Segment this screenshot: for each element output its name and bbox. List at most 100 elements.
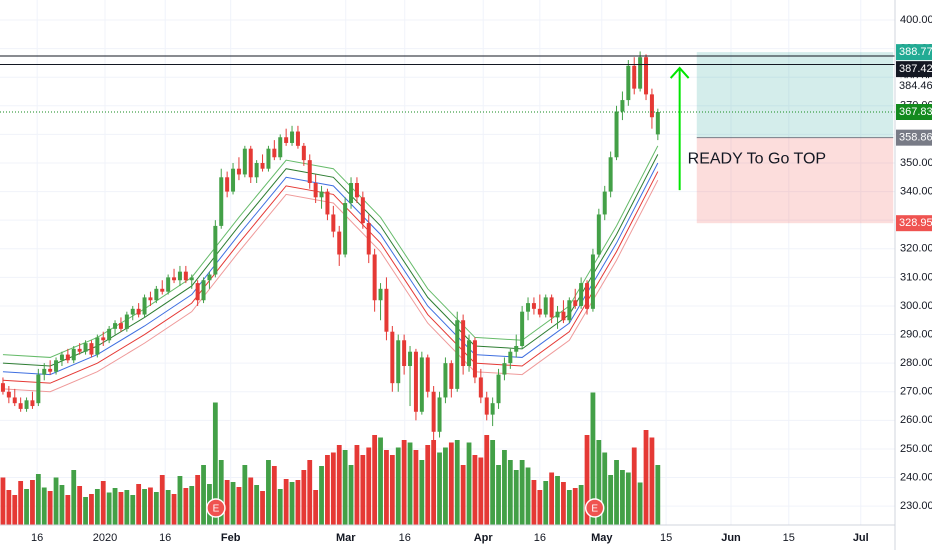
- candle-body: [437, 397, 442, 432]
- price-label-box: [896, 44, 932, 61]
- candle-body: [295, 131, 300, 146]
- candle-body: [313, 183, 318, 198]
- candle-body: [543, 297, 548, 315]
- price-label: 367.83: [899, 106, 932, 118]
- volume-bar: [484, 435, 490, 525]
- y-tick-label: 320.00: [900, 243, 932, 255]
- candle-body: [649, 94, 654, 118]
- x-tick-label: Jun: [721, 532, 741, 544]
- candle-body: [236, 168, 241, 175]
- candle-body: [596, 214, 601, 255]
- volume-bar: [124, 490, 130, 525]
- volume-bar: [348, 465, 354, 525]
- candle-body: [349, 183, 354, 204]
- volume-bar: [212, 402, 218, 525]
- volume-bar: [307, 460, 313, 525]
- volume-bar: [0, 477, 6, 525]
- candle-body: [307, 160, 312, 184]
- candle-body: [366, 223, 371, 255]
- volume-bar: [395, 447, 401, 525]
- candle-body: [254, 162, 259, 178]
- volume-bar: [35, 474, 41, 525]
- candle-body: [77, 348, 82, 352]
- price-label-box: [896, 215, 932, 232]
- candle-body: [166, 277, 171, 292]
- volume-bar: [407, 442, 413, 525]
- event-label: E: [213, 504, 220, 515]
- volume-bar: [572, 488, 578, 525]
- volume-bar: [53, 477, 59, 525]
- candle-body: [266, 148, 271, 169]
- volume-bar: [614, 460, 619, 525]
- volume-bar: [631, 447, 637, 525]
- volume-bar: [490, 440, 496, 525]
- volume-bar: [342, 450, 348, 525]
- volume-bar: [543, 481, 549, 525]
- candle-body: [154, 288, 159, 301]
- volume-bar: [100, 481, 106, 525]
- volume-bar: [183, 488, 189, 525]
- volume-bar: [118, 492, 124, 525]
- candle-body: [331, 214, 336, 232]
- candle-body: [130, 308, 135, 315]
- volume-bar: [525, 467, 531, 525]
- x-tick-label: May: [591, 532, 613, 544]
- y-tick-label: 250.00: [900, 443, 932, 455]
- candle-body: [42, 368, 47, 375]
- candle-body: [590, 254, 595, 309]
- candle-body: [455, 320, 460, 389]
- candle-body: [614, 111, 619, 158]
- candle-body: [195, 283, 200, 301]
- volume-bar: [130, 495, 136, 525]
- x-tick-label: 15: [783, 532, 795, 544]
- y-tick-label: 230.00: [900, 500, 932, 512]
- x-tick-label: 16: [31, 532, 43, 544]
- price-label: 388.77: [899, 46, 932, 58]
- volume-bar: [384, 450, 389, 525]
- candle-body: [443, 363, 448, 398]
- candle-body: [531, 303, 536, 309]
- volume-bar: [218, 460, 224, 525]
- volume-bar: [165, 490, 171, 525]
- volume-bar: [277, 489, 283, 525]
- candle-body: [172, 277, 177, 281]
- candle-body: [496, 374, 501, 404]
- candle-body: [549, 297, 554, 318]
- candle-body: [12, 397, 17, 404]
- volume-bar: [12, 495, 18, 525]
- candle-body: [124, 314, 129, 329]
- y-tick-label: 340.00: [900, 185, 932, 197]
- x-tick-label: Apr: [474, 532, 494, 544]
- candle-body: [89, 343, 94, 355]
- price-label: 387.42: [899, 63, 932, 75]
- candle-body: [449, 363, 454, 389]
- y-tick-label: 310.00: [900, 271, 932, 283]
- candle-body: [526, 303, 531, 312]
- volume-bar: [460, 465, 466, 525]
- volume-bar: [319, 466, 324, 525]
- candle-body: [490, 403, 495, 415]
- volume-bar: [578, 485, 584, 525]
- volume-bar: [189, 486, 195, 525]
- candle-body: [384, 288, 389, 332]
- candle-body: [24, 400, 29, 409]
- x-tick-label: Jul: [853, 532, 869, 544]
- volume-bar: [372, 435, 378, 525]
- candle-body: [278, 137, 283, 158]
- candle-body: [18, 403, 23, 409]
- candle-body: [655, 112, 660, 135]
- x-tick-label: 16: [399, 532, 411, 544]
- volume-bar: [378, 437, 383, 525]
- volume-bar: [448, 442, 454, 525]
- volume-bar: [77, 486, 83, 525]
- volume-bar: [242, 465, 248, 525]
- price-label: 328.95: [899, 217, 932, 229]
- volume-bar: [260, 491, 265, 525]
- volume-bar: [401, 440, 407, 525]
- candle-body: [573, 300, 578, 306]
- candle-body: [36, 374, 41, 404]
- candle-body: [213, 225, 218, 275]
- candle-body: [0, 383, 5, 392]
- y-tick-label: 350.00: [900, 157, 932, 169]
- price-label-box: [896, 104, 932, 121]
